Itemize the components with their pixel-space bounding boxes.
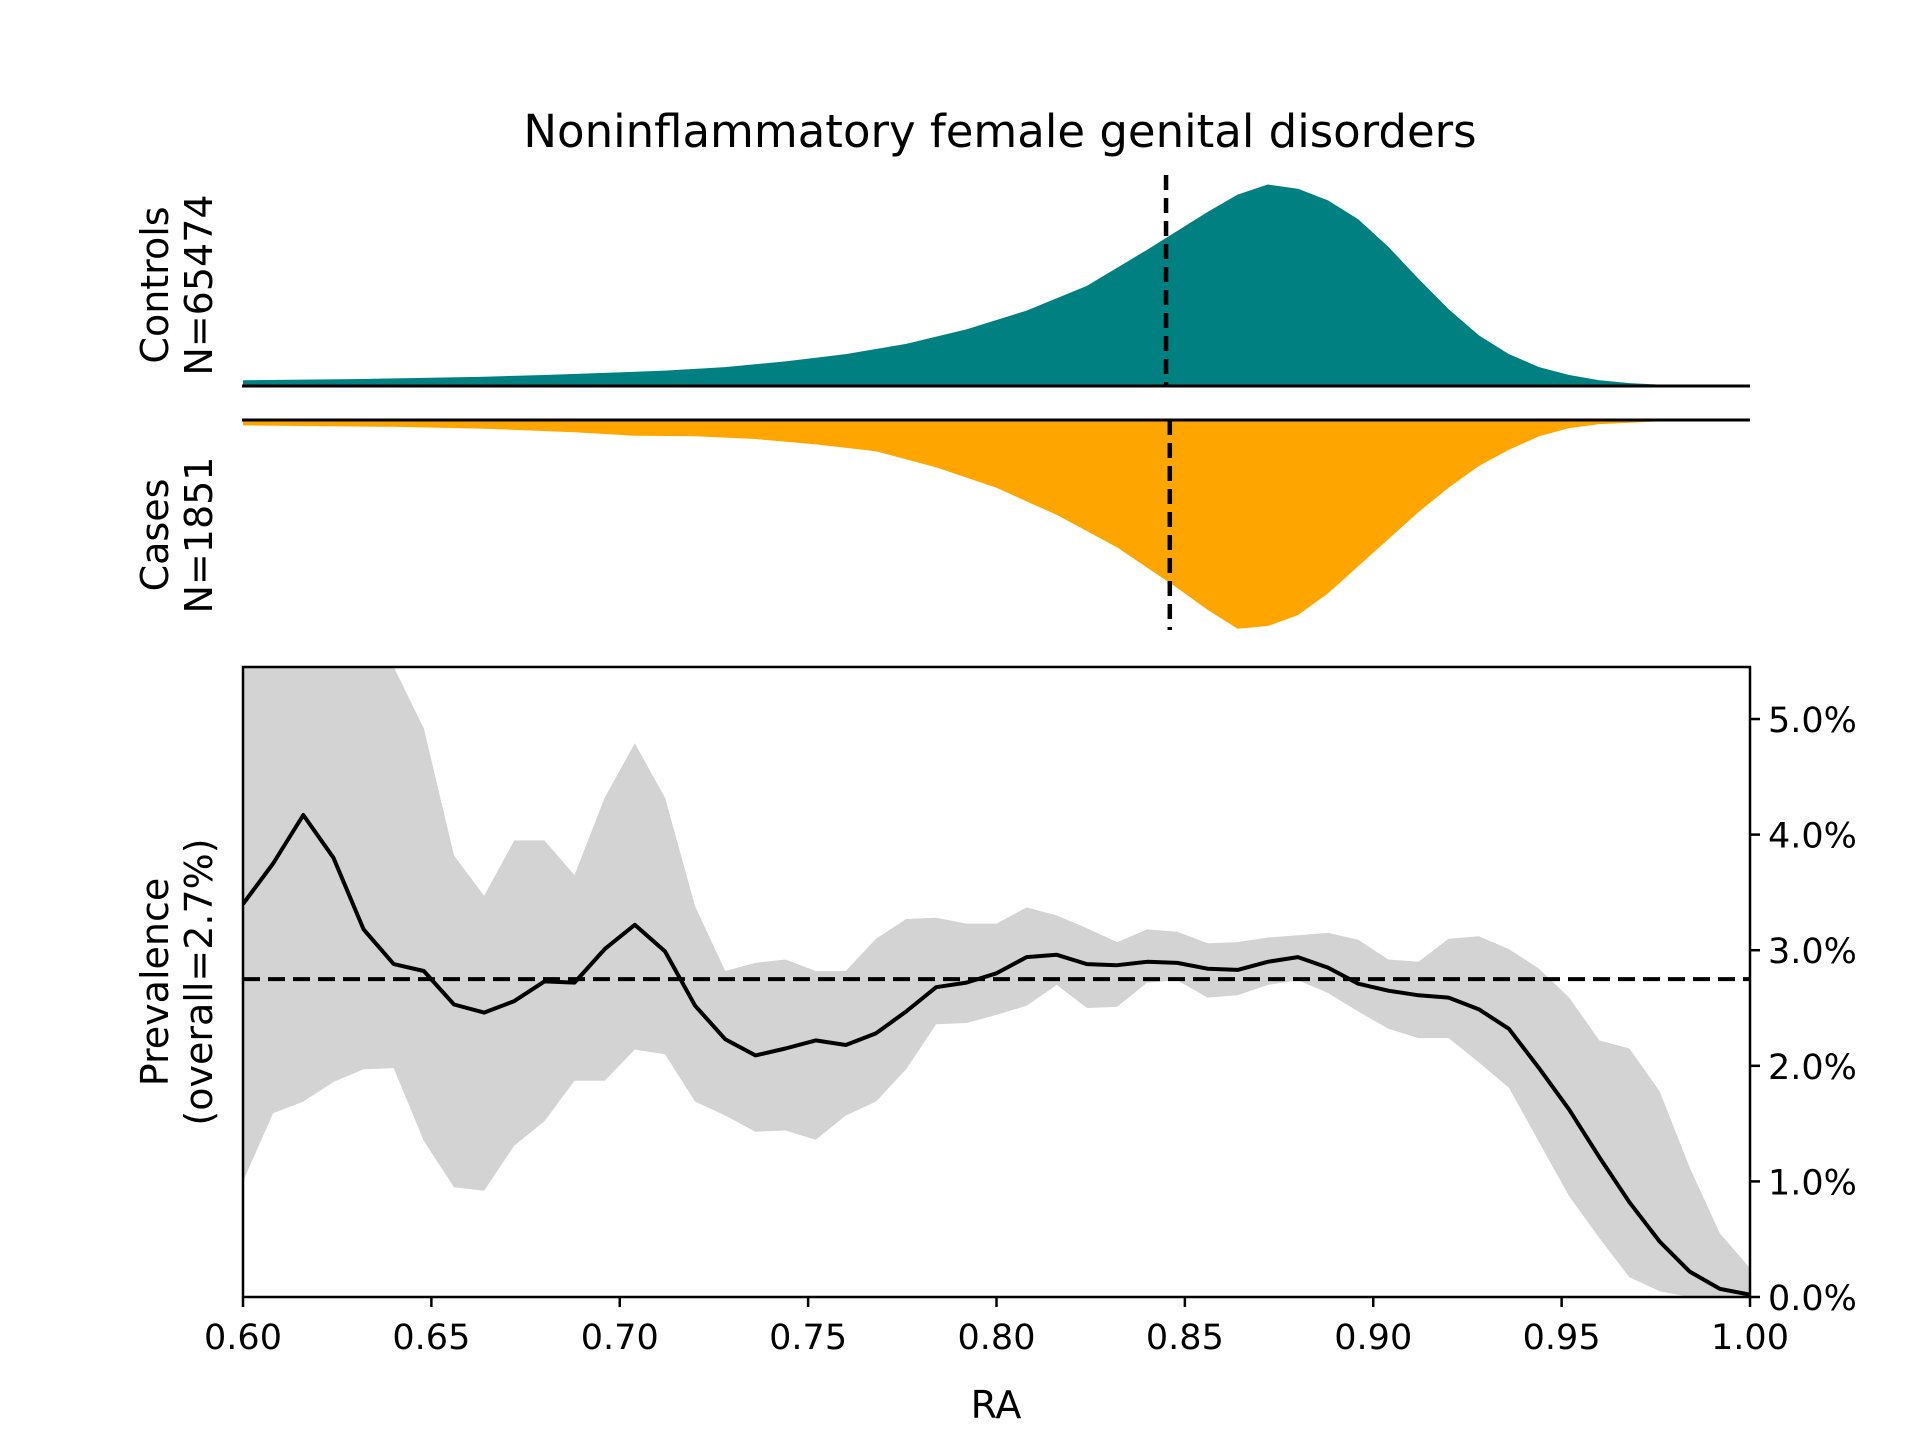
controls-label-line2: N=65474 (177, 194, 221, 375)
x-axis-label: RA (971, 1383, 1022, 1427)
cases-label-line2: N=1851 (177, 457, 221, 614)
x-tick-label: 1.00 (1711, 1318, 1789, 1358)
y-tick-label: 4.0% (1768, 817, 1857, 857)
x-tick-label: 0.90 (1334, 1318, 1412, 1358)
x-tick-label: 0.70 (581, 1318, 659, 1358)
prevalence-ylabel-line1: Prevalence (133, 878, 177, 1086)
controls-label: ControlsN=65474 (133, 194, 221, 375)
x-tick-label: 0.75 (769, 1318, 847, 1358)
controls-label-line1: Controls (133, 206, 177, 363)
x-tick-label: 0.95 (1523, 1318, 1601, 1358)
x-tick-label: 0.80 (958, 1318, 1036, 1358)
cases-label: CasesN=1851 (133, 457, 221, 614)
y-tick-label: 0.0% (1768, 1279, 1857, 1319)
prevalence-ylabel-line2: (overall=2.7%) (177, 838, 221, 1125)
y-tick-label: 1.0% (1768, 1163, 1857, 1203)
cases-density-area (243, 420, 1750, 629)
prevalence-ylabel: Prevalence(overall=2.7%) (133, 838, 221, 1125)
x-tick-label: 0.60 (204, 1318, 282, 1358)
chart-title: Noninflammatory female genital disorders (523, 105, 1476, 158)
controls-density-area (243, 184, 1750, 386)
prevalence-panel: 0.0% 1.0% 2.0% 3.0% 4.0% 5.0% 0.60 0.65 0.70 0.7… (133, 665, 1857, 1427)
x-axis: 0.60 0.65 0.70 0.75 0.80 0.85 0.90 0.95 1.00 (204, 1297, 1789, 1358)
prevalence-confidence-band (243, 667, 1750, 1297)
cases-panel: CasesN=1851 (133, 418, 1750, 630)
y-tick-label: 3.0% (1768, 932, 1857, 972)
y-axis: 0.0% 1.0% 2.0% 3.0% 4.0% 5.0% (1750, 701, 1857, 1319)
cases-label-line1: Cases (133, 479, 177, 592)
controls-panel: ControlsN=65474 (133, 175, 1750, 388)
y-tick-label: 2.0% (1768, 1048, 1857, 1088)
x-tick-label: 0.65 (392, 1318, 470, 1358)
y-tick-label: 5.0% (1768, 701, 1857, 741)
prevalence-line (243, 813, 1750, 1297)
x-tick-label: 0.85 (1146, 1318, 1224, 1358)
